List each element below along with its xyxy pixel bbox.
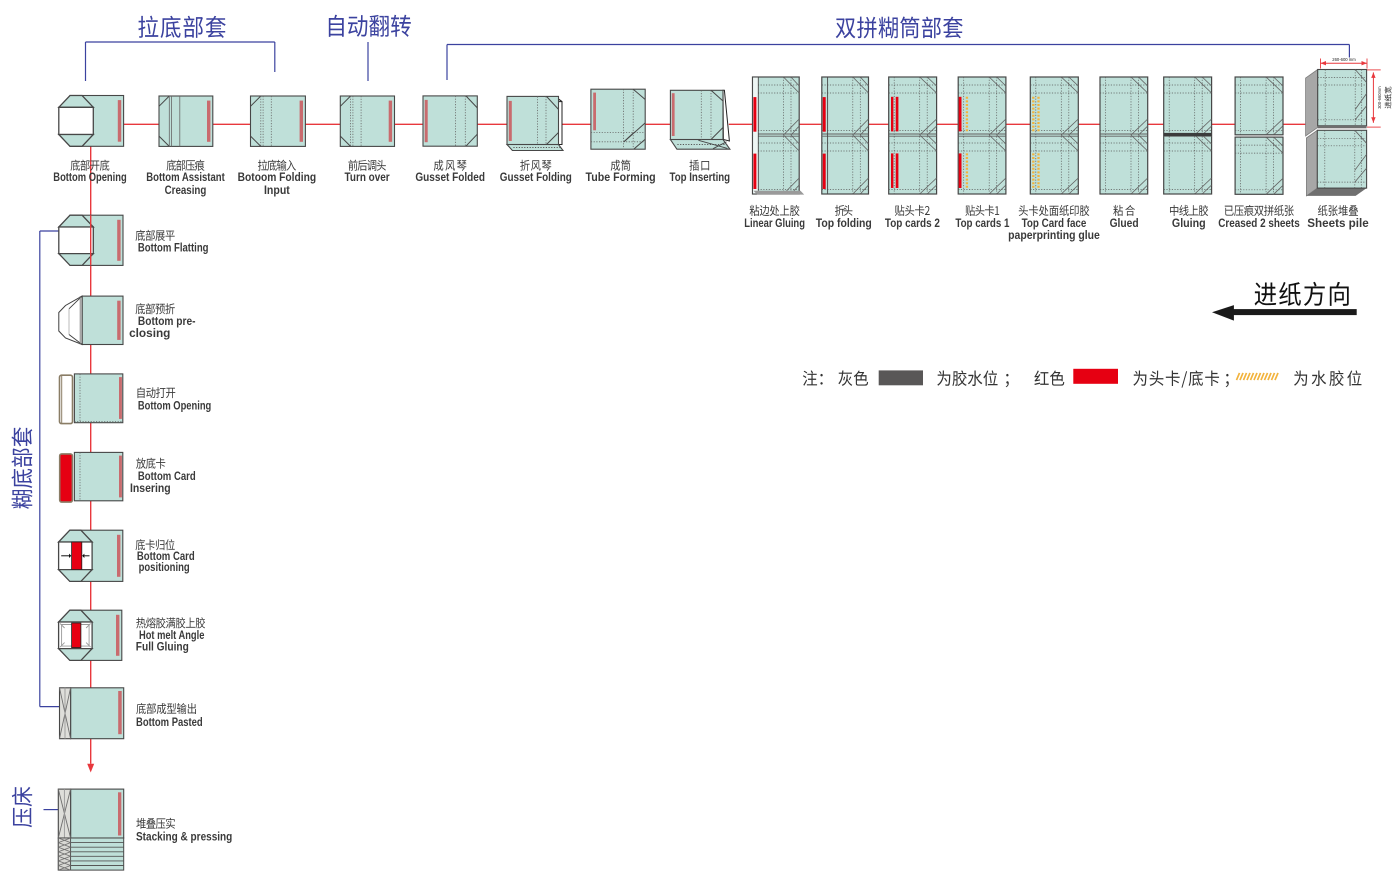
svg-text:Gusset Folded: Gusset Folded: [415, 172, 485, 184]
svg-text:260-600 mm: 260-600 mm: [1332, 57, 1356, 62]
svg-text:Gusset Folding: Gusset Folding: [500, 172, 572, 184]
svg-text:Bottom Opening: Bottom Opening: [53, 172, 126, 184]
svg-text:Full Gluing: Full Gluing: [136, 641, 189, 653]
svg-text:paperprinting glue: paperprinting glue: [1008, 230, 1100, 242]
svg-text:Bottom Opening: Bottom Opening: [138, 400, 211, 412]
svg-text:Glued: Glued: [1110, 218, 1139, 230]
svg-text:Gluing: Gluing: [1172, 218, 1206, 230]
svg-text:300-660mm: 300-660mm: [1377, 86, 1382, 109]
svg-text:Bottom Pasted: Bottom Pasted: [136, 717, 203, 729]
svg-text:Creasing: Creasing: [165, 185, 207, 197]
svg-text:positioning: positioning: [139, 562, 190, 574]
svg-text:Input: Input: [264, 185, 290, 197]
svg-text:Bottom Assistant: Bottom Assistant: [146, 172, 225, 184]
svg-text:Top cards 1: Top cards 1: [955, 218, 1010, 230]
svg-text:Insering: Insering: [130, 483, 171, 495]
svg-text:Top cards 2: Top cards 2: [885, 218, 940, 230]
svg-text:Bottom Card: Bottom Card: [137, 551, 195, 563]
svg-text:Bottom Flatting: Bottom Flatting: [138, 243, 209, 255]
svg-text:Linear Gluing: Linear Gluing: [744, 218, 805, 230]
svg-text:Hot melt Angle: Hot melt Angle: [139, 630, 204, 642]
svg-text:Stacking & pressing: Stacking & pressing: [136, 832, 232, 844]
svg-text:Botoom Folding: Botoom Folding: [238, 172, 317, 184]
svg-text:Creased 2 sheets: Creased 2 sheets: [1218, 218, 1300, 230]
svg-text:Bottom pre-: Bottom pre-: [138, 316, 196, 328]
svg-text:Turn over: Turn over: [345, 172, 391, 184]
svg-text:Top Card face: Top Card face: [1022, 218, 1087, 230]
svg-text:Top Inserting: Top Inserting: [670, 172, 731, 184]
svg-text:Top folding: Top folding: [816, 218, 872, 230]
svg-text:Sheets pile: Sheets pile: [1307, 218, 1368, 230]
svg-text:Bottom Card: Bottom Card: [138, 471, 196, 483]
svg-text:closing: closing: [129, 328, 170, 340]
svg-text:Tube Forming: Tube Forming: [586, 172, 656, 184]
